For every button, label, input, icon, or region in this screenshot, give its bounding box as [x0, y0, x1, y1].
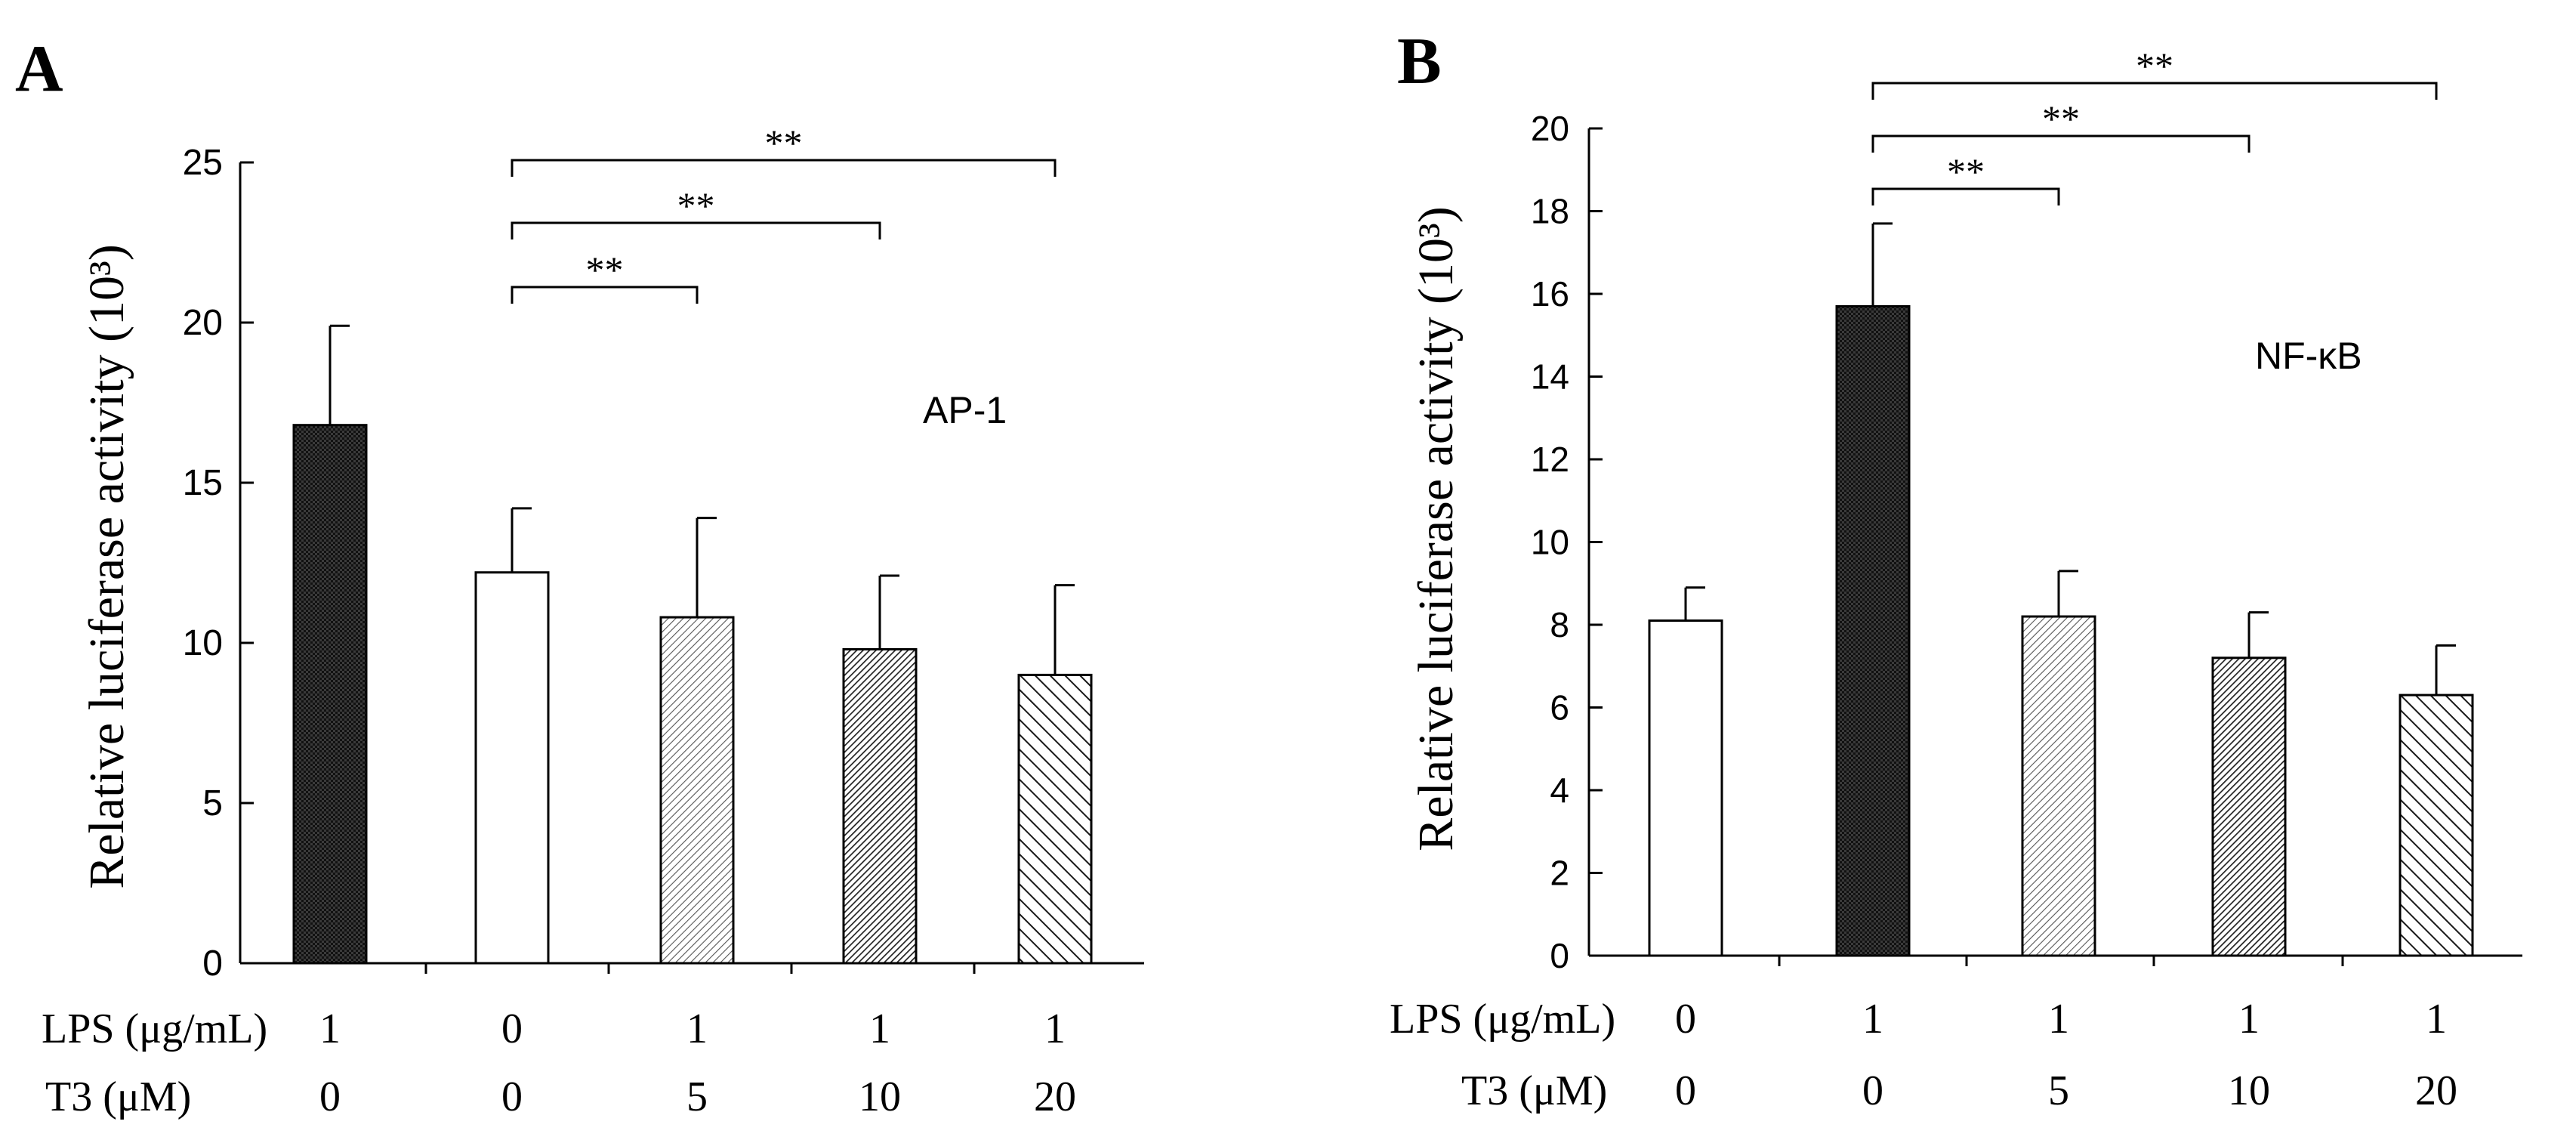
panel-b-lps-value: 1	[2238, 996, 2260, 1043]
panel-a-label: A	[15, 32, 63, 106]
panel-b-lps-value: 1	[1862, 996, 1883, 1043]
panel-b-bar	[1648, 619, 1723, 957]
panel-a-significance-bracket	[511, 286, 699, 304]
panel-a-bar	[842, 647, 918, 965]
panel-a-y-tick-label: 10	[183, 623, 223, 663]
panel-a-annotation: AP-1	[923, 389, 1007, 431]
panel-a-y-tick-label: 0	[202, 944, 223, 984]
panel-a-t3-value: 20	[1034, 1073, 1076, 1120]
panel-b-y-tick-label: 6	[1550, 688, 1569, 728]
panel-a-significance-bracket	[511, 159, 1057, 177]
panel-b-y-tick-label: 16	[1531, 274, 1569, 314]
panel-b-t3-value: 10	[2228, 1067, 2270, 1114]
panel-b-t3-value: 5	[2048, 1067, 2069, 1114]
panel-b-y-tick-label: 4	[1550, 771, 1569, 810]
panel-b-bar	[2021, 615, 2096, 957]
panel-b-y-tick-label: 8	[1550, 605, 1569, 644]
panel-b-y-tick-label: 20	[1531, 109, 1569, 148]
panel-a-y-tick-label: 5	[202, 783, 223, 823]
panel-a-t3-value: 0	[319, 1073, 341, 1120]
panel-b-t3-value: 0	[1862, 1067, 1883, 1114]
panel-b-significance-bracket	[1871, 82, 2438, 100]
panel-b-y-tick-label: 10	[1531, 523, 1569, 562]
panel-a-t3-value: 5	[686, 1073, 708, 1120]
panel-b-y-tick-label: 12	[1531, 440, 1569, 479]
panel-a-lps-value: 0	[501, 1006, 523, 1052]
panel-a-t3-value: 0	[501, 1073, 523, 1120]
panel-a-lps-value: 1	[869, 1006, 890, 1052]
panel-b: B Relative luciferase activity (10³) NF-…	[1390, 25, 2522, 1114]
panel-b-y-tick-label: 14	[1531, 357, 1569, 397]
panel-a-bar	[474, 571, 550, 965]
panel-a-lps-value: 1	[1044, 1006, 1066, 1052]
panel-a-lps-row-label: LPS (μg/mL)	[42, 1006, 267, 1052]
panel-b-lps-value: 0	[1675, 996, 1696, 1043]
panel-b-t3-value: 0	[1675, 1067, 1696, 1114]
panel-b-significance-label: **	[2042, 97, 2080, 140]
panel-b-y-axis-title: Relative luciferase activity (10³)	[1408, 206, 1464, 851]
panel-b-significance-label: **	[2136, 45, 2173, 87]
panel-a-significance-label: **	[765, 122, 803, 164]
panel-a-significance-label: **	[586, 249, 624, 291]
panel-b-bar	[1835, 304, 1911, 957]
panel-b-annotation: NF-κB	[2255, 335, 2362, 377]
panel-a-y-tick-label: 15	[183, 463, 223, 503]
panel-b-y-tick-label: 18	[1531, 192, 1569, 231]
panel-b-y-tick-label: 0	[1550, 936, 1569, 975]
panel-b-bar	[2211, 656, 2287, 957]
panel-b-t3-value: 20	[2415, 1067, 2457, 1114]
panel-a-y-tick-label: 25	[183, 143, 223, 183]
panel-a-bar	[292, 424, 368, 965]
panel-a-significance-label: **	[677, 184, 715, 227]
panel-b-bar	[2399, 694, 2474, 957]
panel-a-y-tick-label: 20	[183, 303, 223, 343]
panel-a-y-axis-title: Relative luciferase activity (10³)	[79, 244, 134, 889]
panel-b-significance-label: **	[1947, 150, 1985, 193]
panel-b-label: B	[1397, 25, 1442, 98]
panel-b-lps-row-label: LPS (μg/mL)	[1390, 996, 1615, 1043]
panel-a-t3-value: 10	[859, 1073, 901, 1120]
panel-a-lps-value: 1	[686, 1006, 708, 1052]
panel-a-bar	[1017, 673, 1093, 965]
panel-b-lps-value: 1	[2426, 996, 2447, 1043]
panel-a-lps-value: 1	[319, 1006, 341, 1052]
panel-a: A Relative luciferase activity (10³) AP-…	[15, 32, 1144, 1120]
panel-b-significance-bracket	[1871, 134, 2251, 153]
panel-b-t3-row-label: T3 (μM)	[1461, 1067, 1607, 1114]
panel-a-significance-bracket	[511, 221, 881, 239]
panel-a-bar	[659, 616, 735, 965]
panel-b-lps-value: 1	[2048, 996, 2069, 1043]
panel-b-y-tick-label: 2	[1550, 854, 1569, 893]
panel-b-significance-bracket	[1871, 187, 2060, 205]
panel-a-t3-row-label: T3 (μM)	[45, 1073, 191, 1120]
